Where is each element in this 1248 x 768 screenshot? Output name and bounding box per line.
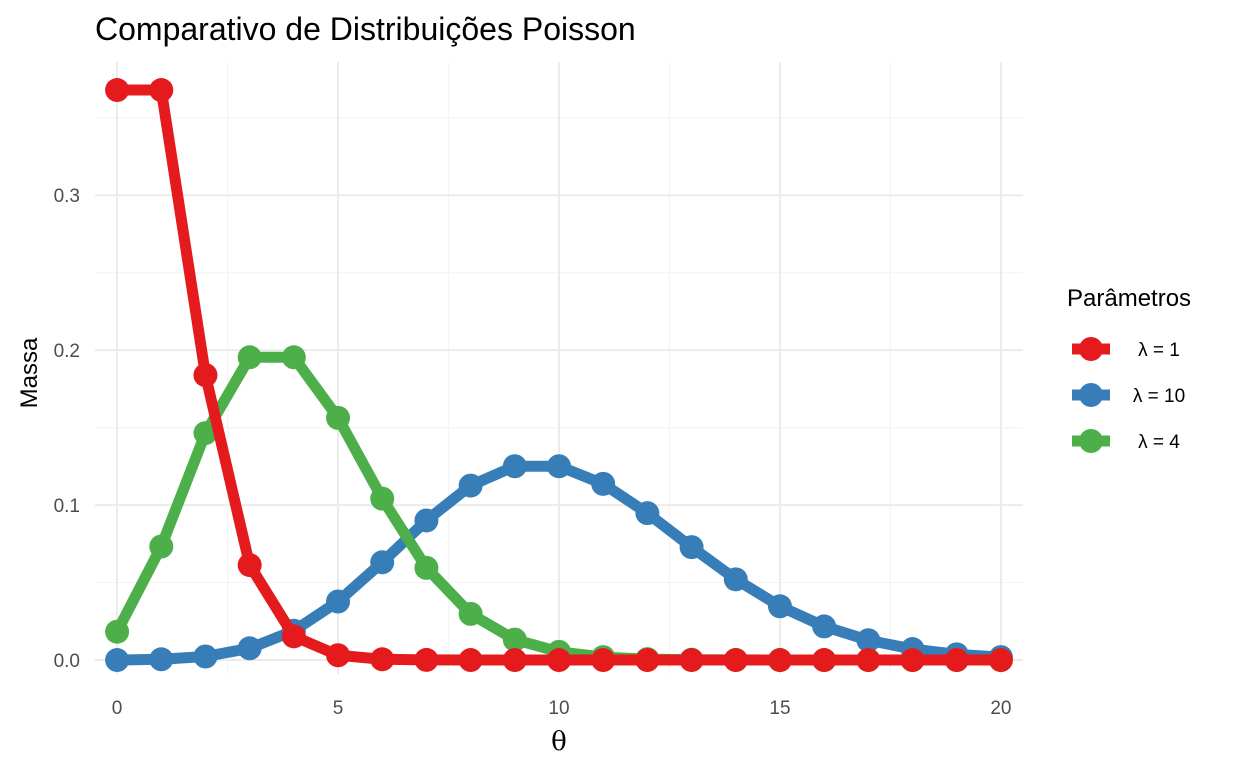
data-point — [237, 553, 262, 578]
legend-title: Parâmetros — [1067, 285, 1191, 312]
data-point — [237, 636, 262, 661]
legend: Parâmetros λ = 1 λ = 10 λ = 4 — [1067, 285, 1191, 453]
data-point — [767, 648, 792, 673]
data-point — [105, 619, 130, 644]
data-point — [281, 345, 306, 370]
data-point — [900, 648, 925, 673]
x-tick-label: 10 — [548, 698, 569, 719]
data-point — [193, 363, 218, 388]
data-point — [193, 644, 218, 669]
legend-item: λ = 4 — [1072, 429, 1180, 453]
data-point — [856, 628, 881, 653]
data-point — [458, 601, 483, 626]
y-tick-label: 0.3 — [54, 186, 80, 207]
series-group — [105, 78, 1013, 673]
data-point — [370, 550, 395, 575]
x-tick-label: 20 — [990, 698, 1011, 719]
data-point — [281, 624, 306, 649]
data-point — [723, 648, 748, 673]
grid — [95, 62, 1023, 674]
legend-label: λ = 4 — [1138, 432, 1180, 453]
data-point — [767, 594, 792, 619]
y-tick-label: 0.2 — [54, 341, 80, 362]
data-point — [723, 567, 748, 592]
data-point — [149, 534, 174, 559]
data-point — [502, 627, 527, 652]
data-point — [812, 614, 837, 639]
data-point — [458, 473, 483, 498]
data-point — [414, 508, 439, 533]
data-point — [591, 648, 616, 673]
y-axis-ticks: 0.0 0.1 0.2 0.3 — [54, 186, 80, 672]
data-point — [326, 643, 351, 668]
data-point — [237, 345, 262, 370]
data-point — [502, 648, 527, 673]
data-point — [502, 454, 527, 479]
data-point — [414, 647, 439, 672]
data-point — [193, 421, 218, 446]
x-tick-label: 0 — [112, 698, 123, 719]
data-point — [326, 589, 351, 614]
legend-item: λ = 10 — [1072, 383, 1185, 407]
legend-item: λ = 1 — [1072, 337, 1180, 361]
data-point — [944, 648, 969, 673]
series-group — [105, 454, 1013, 673]
x-tick-label: 15 — [769, 698, 790, 719]
data-point — [458, 648, 483, 673]
data-point — [105, 78, 130, 103]
x-axis-title: θ — [551, 727, 567, 757]
data-point — [149, 78, 174, 103]
data-point — [547, 648, 571, 673]
data-point — [149, 647, 174, 672]
data-point — [988, 648, 1013, 673]
data-point — [105, 648, 130, 673]
x-axis-ticks: 0 5 10 15 20 — [112, 698, 1012, 719]
y-tick-label: 0.1 — [54, 496, 80, 517]
data-point — [414, 555, 439, 580]
data-point — [370, 647, 395, 672]
legend-key-point — [1079, 383, 1103, 407]
data-point — [591, 471, 616, 496]
data-point — [370, 486, 395, 511]
data-point — [635, 501, 660, 526]
legend-label: λ = 1 — [1138, 340, 1180, 361]
data-point — [856, 648, 881, 673]
legend-label: λ = 10 — [1133, 386, 1185, 407]
chart-title: Comparativo de Distribuições Poisson — [95, 11, 636, 47]
data-point — [547, 454, 571, 479]
y-tick-label: 0.0 — [54, 651, 80, 672]
data-point — [679, 648, 704, 673]
data-point — [635, 648, 660, 673]
data-point — [679, 535, 704, 560]
data-point — [326, 405, 351, 430]
legend-key-point — [1079, 337, 1103, 361]
series-layer — [105, 78, 1013, 673]
legend-key-point — [1079, 429, 1103, 453]
x-tick-label: 5 — [333, 698, 344, 719]
data-point — [812, 648, 837, 673]
y-axis-title: Massa — [16, 337, 43, 408]
